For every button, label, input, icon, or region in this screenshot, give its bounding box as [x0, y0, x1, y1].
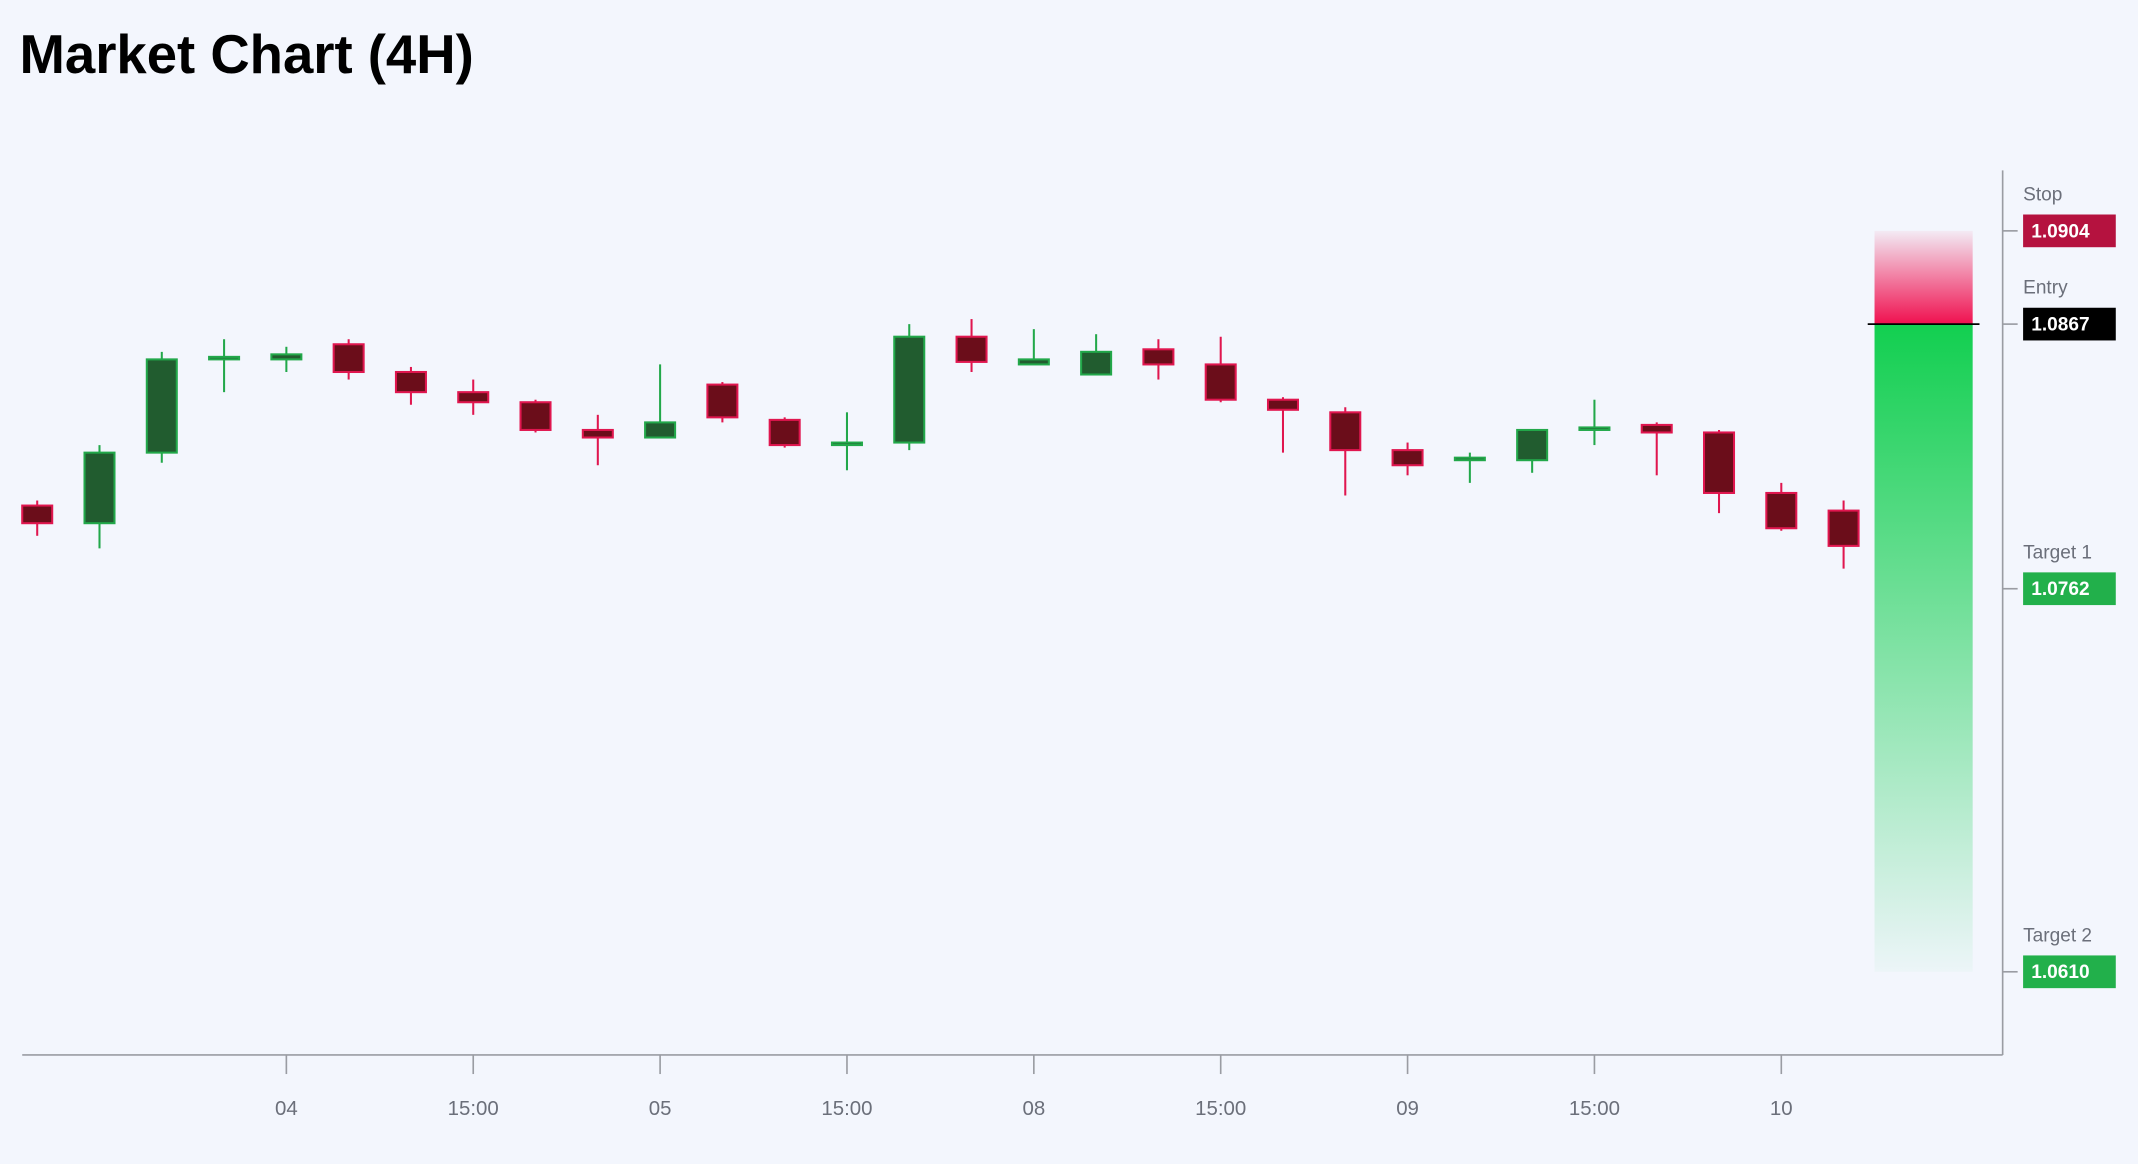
candle-body	[1453, 456, 1486, 462]
level-badge	[2023, 955, 2116, 989]
level-value: 1.0867	[2031, 315, 2089, 336]
x-tick-label: 09	[1396, 1097, 1419, 1120]
level-name: Target 1	[2023, 542, 2092, 563]
candle-body	[1702, 431, 1736, 494]
level-value: 1.0904	[2031, 221, 2090, 242]
x-tick-label: 04	[275, 1097, 298, 1120]
level-badge	[2023, 307, 2116, 341]
candle-body	[893, 335, 926, 444]
candle-body	[1329, 411, 1362, 452]
candle-body	[1266, 398, 1300, 411]
candle-body	[145, 358, 178, 454]
candle-body	[706, 383, 739, 419]
x-tick-label: 15:00	[1195, 1097, 1246, 1120]
chart-title: Market Chart (4H)	[19, 24, 473, 85]
x-tick-label: 08	[1022, 1097, 1045, 1120]
level-value: 1.0762	[2031, 579, 2089, 600]
candle-body	[1765, 491, 1798, 530]
candle-body	[644, 421, 677, 439]
risk-zone	[1874, 230, 1973, 325]
level-name: Stop	[2023, 184, 2062, 205]
x-tick-label: 05	[649, 1097, 672, 1120]
candle-body	[21, 504, 54, 525]
candle-body	[83, 451, 116, 525]
candle-body	[1827, 509, 1860, 547]
candle-body	[394, 370, 427, 394]
x-tick-label: 15:00	[1569, 1097, 1620, 1120]
level-badge	[2023, 572, 2116, 606]
candle-body	[830, 441, 863, 447]
candle-body	[519, 401, 552, 431]
candle-body	[1142, 348, 1175, 366]
candle-body	[457, 391, 490, 404]
candle-body	[768, 418, 801, 447]
level-name: Target 2	[2023, 925, 2092, 946]
candle-body	[1516, 428, 1549, 462]
candle-body	[332, 343, 365, 374]
x-tick-label: 15:00	[821, 1097, 872, 1120]
x-tick-label: 15:00	[448, 1097, 499, 1120]
candle-body	[208, 355, 241, 361]
level-badge	[2023, 214, 2116, 248]
candle-body	[1204, 363, 1237, 401]
candle-body	[581, 428, 614, 439]
candle-body	[1578, 426, 1611, 431]
level-name: Entry	[2023, 278, 2068, 299]
x-tick-label: 10	[1770, 1097, 1793, 1120]
candle-body	[270, 353, 303, 361]
candle-body	[1017, 358, 1050, 366]
candle-body	[1391, 449, 1424, 467]
candle-body	[1640, 423, 1673, 434]
candle-body	[1080, 350, 1113, 376]
level-value: 1.0610	[2031, 962, 2089, 983]
candle-body	[955, 335, 988, 363]
reward-zone	[1874, 324, 1973, 972]
